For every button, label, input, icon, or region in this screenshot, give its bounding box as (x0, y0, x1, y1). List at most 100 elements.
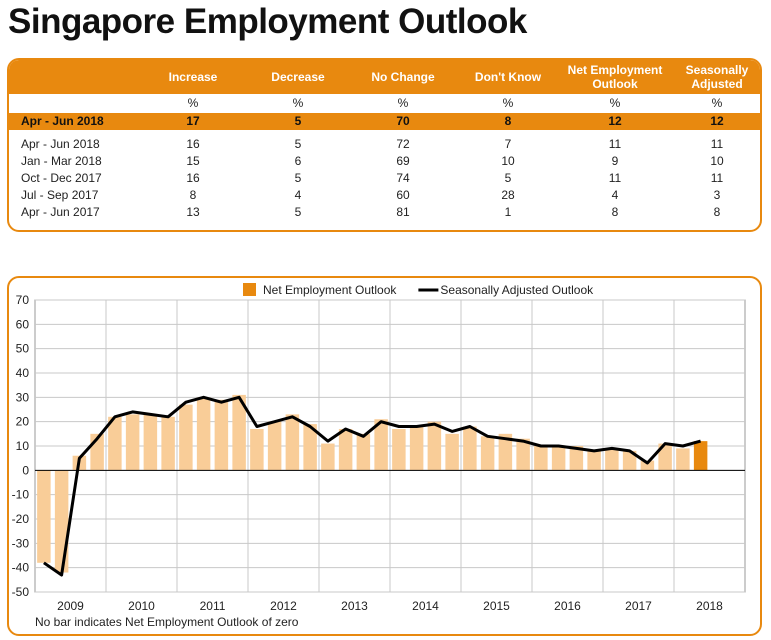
bar (285, 414, 300, 471)
cell: 11 (608, 137, 622, 151)
cell: 70 (396, 114, 410, 128)
cell: 81 (396, 205, 410, 219)
y-tick-label: -20 (12, 512, 30, 526)
y-tick-label: 0 (22, 463, 29, 477)
unit: % (292, 96, 304, 110)
unit: % (609, 96, 621, 110)
column-header: Seasonally Adjusted (685, 63, 749, 91)
bar (622, 450, 637, 471)
cell: 6 (294, 154, 302, 168)
bar (392, 428, 406, 471)
column-header: Net Employment Outlook (567, 63, 663, 91)
row-label: Jan - Mar 2018 (21, 154, 102, 168)
y-tick-label: -30 (12, 536, 30, 550)
cell: 5 (294, 205, 302, 219)
bar (250, 428, 264, 471)
x-tick-label: 2011 (200, 599, 226, 613)
bar (196, 397, 211, 471)
column-header: Don't Know (474, 70, 542, 84)
row-label: Apr - Jun 2018 (21, 137, 100, 151)
cell: 12 (710, 114, 724, 128)
bar (605, 448, 619, 471)
y-tick-label: 20 (16, 415, 30, 429)
bar (693, 441, 708, 471)
bar (214, 399, 229, 471)
bar (321, 443, 335, 471)
note: No bar indicates Net Employment Outlook … (35, 615, 299, 629)
bar (498, 433, 513, 471)
column-header: Increase (168, 70, 218, 84)
unit: % (397, 96, 409, 110)
y-tick-label: 50 (16, 342, 30, 356)
cell: 12 (608, 114, 622, 128)
y-tick-label: 70 (16, 293, 30, 307)
x-tick-label: 2010 (128, 599, 155, 613)
cell: 5 (294, 137, 302, 151)
row-label: Apr - Jun 2017 (21, 205, 100, 219)
bar (569, 446, 584, 471)
cell: 17 (186, 114, 200, 128)
cell: 5 (294, 171, 302, 185)
bar (108, 416, 122, 471)
highlight-row (9, 113, 760, 130)
y-tick-label: 40 (16, 366, 30, 380)
legend-swatch (243, 283, 256, 296)
bar (37, 470, 51, 563)
cell: 8 (189, 188, 197, 202)
cell: 10 (710, 154, 724, 168)
cell: 10 (501, 154, 515, 168)
chart-box (7, 276, 762, 636)
legend-label: Seasonally Adjusted Outlook (440, 283, 594, 297)
bar (658, 443, 672, 471)
x-tick-label: 2013 (341, 599, 368, 613)
cell: 11 (710, 137, 724, 151)
bar (143, 414, 158, 471)
x-tick-label: 2015 (483, 599, 510, 613)
bar (676, 448, 690, 471)
cell: 8 (504, 114, 512, 128)
bar (125, 414, 140, 471)
cell: 8 (611, 205, 619, 219)
x-tick-label: 2014 (412, 599, 439, 613)
bar (232, 394, 246, 471)
unit: % (187, 96, 199, 110)
unit: % (711, 96, 723, 110)
bar (463, 426, 477, 471)
bar (303, 424, 317, 471)
cell: 5 (294, 114, 302, 128)
x-tick-label: 2017 (625, 599, 652, 613)
bar (640, 460, 655, 471)
legend-label: Net Employment Outlook (263, 283, 397, 297)
column-header: No Change (371, 70, 435, 84)
table-header (9, 60, 760, 94)
x-tick-label: 2012 (270, 599, 297, 613)
x-tick-label: 2018 (696, 599, 723, 613)
cell: 28 (501, 188, 515, 202)
x-tick-label: 2009 (57, 599, 84, 613)
row-label: Apr - Jun 2018 (21, 114, 104, 128)
page-title: Singapore Employment Outlook (8, 2, 527, 41)
line (43, 395, 702, 577)
table: Increase Decrease No Change Don't Know Net E… (7, 58, 762, 232)
y-tick-label: -10 (12, 488, 30, 502)
cell: 5 (504, 171, 512, 185)
bar (161, 416, 175, 471)
cell: 7 (504, 137, 512, 151)
bar (427, 421, 442, 471)
cell: 60 (396, 188, 410, 202)
cell: 11 (608, 171, 622, 185)
bar (374, 419, 388, 471)
y-tick-label: 10 (16, 439, 30, 453)
cell: 69 (396, 154, 410, 168)
cell: 13 (186, 205, 200, 219)
y-tick-label: 30 (16, 390, 30, 404)
row-label: Jul - Sep 2017 (21, 188, 99, 202)
bar (409, 426, 424, 471)
row-label: Oct - Dec 2017 (21, 171, 102, 185)
cell: 74 (396, 171, 410, 185)
cell: 4 (294, 188, 302, 202)
cell: 8 (713, 205, 721, 219)
bar (445, 433, 459, 471)
